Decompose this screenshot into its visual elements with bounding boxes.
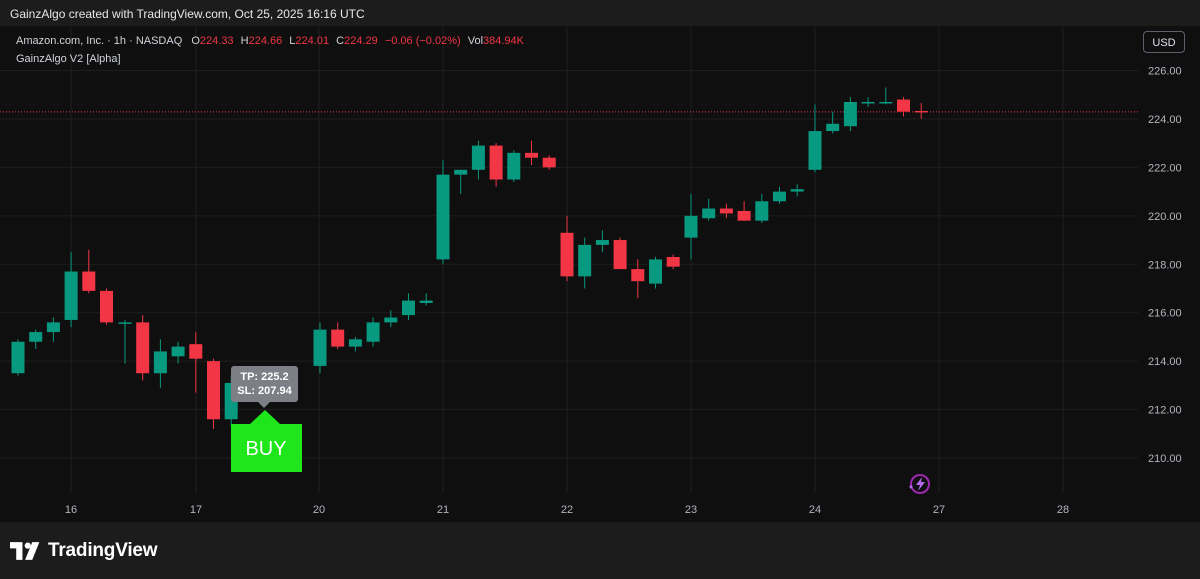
candlestick-chart[interactable]: 224.29 TP: 225.2 SL: 207.94 BUY 226.00 224.… <box>0 26 1200 522</box>
candle <box>808 104 822 173</box>
time-tick-label: 21 <box>437 504 449 516</box>
candle <box>525 140 538 165</box>
footer: TradingView <box>0 522 1200 579</box>
price-tick-label: 222.00 <box>1148 162 1182 174</box>
price-tick-label: 212.00 <box>1148 405 1182 417</box>
close-label: C <box>336 35 345 47</box>
time-tick-label: 24 <box>809 504 821 516</box>
volume-value: 384.94K <box>483 35 524 47</box>
candle <box>613 237 627 270</box>
price-tick-label: 224.00 <box>1148 114 1182 126</box>
current-price-line: 224.29 <box>0 102 1188 121</box>
time-tick-label: 20 <box>313 504 325 516</box>
open-label: O <box>191 35 200 47</box>
symbol-label: Amazon.com, Inc. · 1h · NASDAQ <box>16 35 183 47</box>
time-tick-label: 27 <box>933 504 945 516</box>
chart-area[interactable]: 224.29 TP: 225.2 SL: 207.94 BUY 226.00 224.… <box>0 26 1200 522</box>
candle <box>82 249 96 294</box>
candle <box>313 322 327 374</box>
low-value: 224.01 <box>295 35 330 47</box>
candle <box>11 339 25 376</box>
candle <box>118 319 132 364</box>
candle <box>454 169 468 195</box>
candle <box>702 198 716 221</box>
candle <box>402 293 415 320</box>
candle <box>897 97 910 117</box>
candle <box>419 293 433 306</box>
high-value: 224.66 <box>248 35 283 47</box>
candle <box>171 341 185 364</box>
candle <box>136 315 150 381</box>
candle <box>471 140 485 180</box>
candle <box>348 336 362 352</box>
candle <box>100 288 113 325</box>
time-tick-label: 28 <box>1057 504 1069 516</box>
candle <box>826 111 840 134</box>
price-tick-label: 216.00 <box>1148 308 1182 320</box>
candle <box>914 102 928 119</box>
close-value: 224.29 <box>344 35 378 47</box>
candle <box>649 256 662 289</box>
top-bar: GainzAlgo created with TradingView.com, … <box>0 0 1200 26</box>
candle <box>595 230 609 253</box>
candle <box>64 252 78 328</box>
candle <box>737 201 751 221</box>
bolt-icon[interactable] <box>909 474 930 494</box>
time-tick-label: 23 <box>685 504 697 516</box>
currency-button[interactable]: USD <box>1143 31 1185 53</box>
tp-label: TP: 225.2 <box>240 371 288 383</box>
candle <box>719 203 733 219</box>
chart-credit: GainzAlgo created with TradingView.com, … <box>10 7 365 21</box>
candle <box>790 184 804 197</box>
candle <box>489 143 503 187</box>
candle <box>773 186 786 204</box>
price-tick-label: 214.00 <box>1148 356 1182 368</box>
chart-legend: Amazon.com, Inc. · 1h · NASDAQ O224.33 H… <box>16 34 524 67</box>
price-tick-label: 210.00 <box>1148 453 1182 465</box>
time-tick-label: 22 <box>561 504 573 516</box>
candle <box>631 259 645 299</box>
time-tick-label: 16 <box>65 504 77 516</box>
indicator-label[interactable]: GainzAlgo V2 [Alpha] <box>16 53 121 65</box>
brand[interactable]: TradingView <box>10 540 158 562</box>
open-value: 224.33 <box>199 35 234 47</box>
high-label: H <box>240 35 249 47</box>
buy-signal: TP: 225.2 SL: 207.94 BUY <box>231 366 302 472</box>
candle <box>207 358 220 429</box>
time-tick-label: 17 <box>190 504 202 516</box>
candle <box>666 254 680 270</box>
price-axis: 226.00 224.00 222.00 220.00 218.00 216.00 214.… <box>1138 26 1200 493</box>
time-axis: 16 17 20 21 22 23 24 27 28 <box>65 504 1069 516</box>
change-value: −0.06 (−0.02%) <box>384 35 461 47</box>
candle <box>46 317 60 342</box>
candle <box>542 155 556 170</box>
candle <box>507 150 521 182</box>
volume-label: Vol <box>467 35 484 47</box>
candle <box>331 322 345 350</box>
sl-label: SL: 207.94 <box>237 385 292 397</box>
candles <box>11 87 928 429</box>
candle <box>384 310 398 328</box>
candle <box>843 97 857 132</box>
candle <box>879 87 893 105</box>
candle <box>366 317 380 347</box>
candle <box>684 194 698 260</box>
candle <box>861 97 875 107</box>
price-tick-label: 220.00 <box>1148 211 1182 223</box>
brand-name: TradingView <box>48 540 158 561</box>
low-label: L <box>289 35 296 47</box>
candle <box>436 160 450 265</box>
tradingview-logo-icon <box>10 542 40 560</box>
candle <box>29 329 43 350</box>
price-tick-label: 218.00 <box>1148 259 1182 271</box>
price-tick-label: 226.00 <box>1148 66 1182 78</box>
buy-badge <box>231 410 302 472</box>
candle <box>189 332 203 393</box>
tp-sl-tooltip <box>231 366 298 402</box>
candle <box>755 194 769 224</box>
candle <box>153 339 167 388</box>
candle <box>560 215 574 282</box>
candle <box>578 237 592 289</box>
buy-label: BUY <box>245 438 286 460</box>
